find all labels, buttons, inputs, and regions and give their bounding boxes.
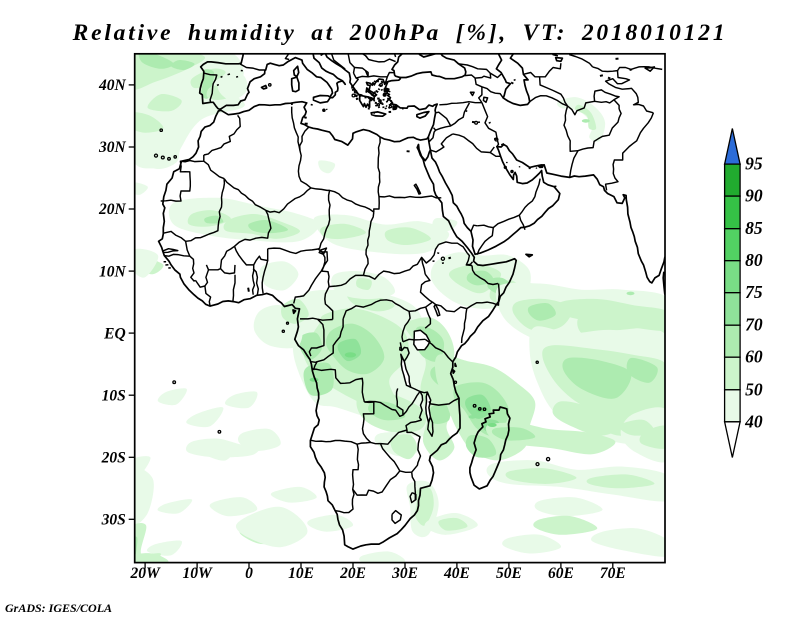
- svg-text:80: 80: [745, 250, 763, 270]
- svg-text:10S: 10S: [102, 387, 126, 404]
- svg-text:20W: 20W: [129, 565, 161, 582]
- svg-text:40E: 40E: [443, 565, 470, 582]
- svg-text:20S: 20S: [101, 450, 126, 467]
- svg-text:70E: 70E: [600, 565, 626, 582]
- svg-text:85: 85: [745, 218, 763, 238]
- svg-text:10W: 10W: [182, 565, 213, 582]
- svg-text:70: 70: [745, 315, 763, 335]
- svg-text:95: 95: [745, 154, 763, 174]
- svg-text:50E: 50E: [496, 565, 522, 582]
- svg-text:30E: 30E: [391, 565, 418, 582]
- svg-text:30S: 30S: [101, 512, 126, 529]
- svg-text:30N: 30N: [98, 139, 127, 156]
- svg-text:50: 50: [745, 379, 763, 399]
- svg-text:75: 75: [745, 282, 763, 302]
- svg-text:20N: 20N: [98, 201, 127, 218]
- svg-text:Relative humidity at 200hPa [%: Relative humidity at 200hPa [%], VT: 201…: [72, 20, 728, 46]
- svg-text:EQ: EQ: [103, 325, 126, 342]
- svg-text:10N: 10N: [99, 263, 127, 280]
- svg-text:90: 90: [745, 186, 763, 206]
- svg-text:60E: 60E: [548, 565, 574, 582]
- svg-text:20E: 20E: [339, 565, 366, 582]
- svg-text:0: 0: [245, 565, 253, 582]
- svg-text:40N: 40N: [98, 77, 127, 94]
- svg-text:GrADS: IGES/COLA: GrADS: IGES/COLA: [5, 601, 112, 615]
- svg-text:60: 60: [745, 347, 763, 367]
- svg-text:10E: 10E: [288, 565, 314, 582]
- svg-text:40: 40: [744, 411, 763, 431]
